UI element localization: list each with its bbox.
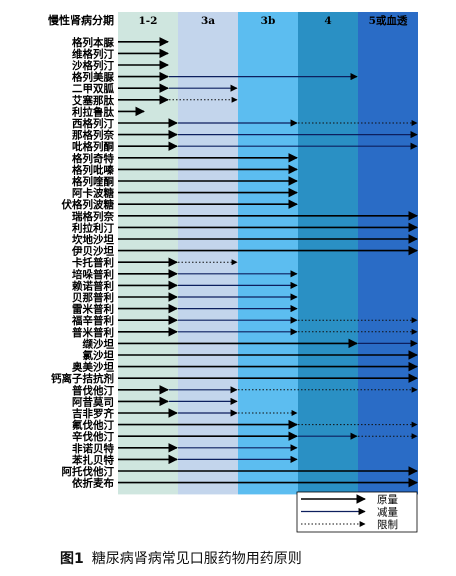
drug-name-label: 利拉利汀 [72, 221, 114, 234]
drug-name-label: 非诺贝特 [72, 442, 114, 455]
drug-name-label: 钙离子拮抗剂 [51, 372, 114, 385]
drug-name-label: 格列奇特 [72, 152, 114, 165]
drug-name-label: 雷米普利 [72, 303, 114, 316]
drug-name-label: 吉非罗齐 [72, 407, 114, 420]
drug-name-label: 格列美脲 [72, 71, 114, 84]
stage-label: 1-2 [139, 15, 158, 27]
stage-band [358, 12, 418, 495]
drug-name-label: 那格列奈 [72, 129, 114, 142]
drug-name-label: 氟伐他汀 [72, 419, 114, 432]
figure-caption: 图1 糖尿病肾病常见口服药物用药原则 [60, 548, 302, 568]
drug-name-label: 伊贝沙坦 [71, 245, 114, 258]
drug-name-label: 辛伐他汀 [72, 430, 114, 443]
drug-name-label: 苯扎贝特 [71, 453, 114, 466]
stage-band [178, 12, 238, 495]
drug-name-label: 沙格列汀 [72, 59, 114, 72]
drug-name-label: 普伐他汀 [72, 384, 114, 397]
drug-name-label: 依折麦布 [72, 477, 114, 490]
drug-name-label: 缬沙坦 [83, 337, 115, 350]
legend-label-limit: 限制 [377, 518, 398, 531]
stage-label: 5或血透 [369, 14, 408, 27]
drug-name-label: 阿昔莫司 [72, 395, 114, 408]
stage-header-label: 慢性肾病分期 [48, 13, 114, 27]
caption-text: 糖尿病肾病常见口服药物用药原则 [91, 551, 302, 567]
stage-label: 3b [261, 15, 276, 27]
drug-name-label: 赖诺普利 [72, 279, 114, 292]
drug-name-label: 卡托普利 [72, 256, 114, 269]
drug-name-label: 维格列汀 [72, 47, 114, 60]
drug-name-label: 西格列汀 [72, 117, 114, 130]
drug-name-label: 艾塞那肽 [72, 94, 114, 107]
drug-name-label: 奥美沙坦 [72, 361, 114, 374]
stage-band [298, 12, 358, 495]
drug-name-label: 普米普利 [72, 326, 114, 339]
stage-label: 4 [324, 15, 331, 27]
drug-name-label: 阿卡波糖 [72, 187, 114, 200]
drug-name-label: 利拉鲁肽 [72, 105, 114, 118]
legend-label-reduce: 减量 [377, 507, 398, 519]
drug-name-label: 吡格列酮 [72, 140, 114, 153]
drug-name-label: 贝那普利 [72, 291, 114, 304]
stage-band [238, 12, 298, 495]
drug-name-label: 培哚普利 [72, 268, 114, 281]
drug-name-label: 氯沙坦 [83, 349, 115, 362]
drug-name-label: 阿托伐他汀 [62, 465, 115, 478]
drug-name-label: 坎地沙坦 [72, 233, 114, 246]
caption-label: 图1 [60, 551, 84, 567]
drug-name-label: 福辛普利 [71, 314, 114, 327]
stage-band [118, 12, 178, 495]
drug-name-label: 二甲双胍 [72, 82, 114, 95]
drug-name-label: 格列喹酮 [72, 175, 114, 188]
drug-name-label: 格列本脲 [72, 36, 114, 49]
drug-name-label: 瑞格列奈 [72, 210, 114, 223]
legend-label-full: 原量 [377, 494, 398, 506]
stage-label: 3a [201, 15, 215, 27]
drug-name-label: 伏格列波糖 [62, 198, 115, 211]
drug-name-label: 格列吡嗪 [72, 163, 114, 176]
